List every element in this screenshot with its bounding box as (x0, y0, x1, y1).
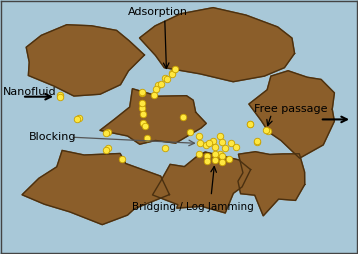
Text: Adsorption: Adsorption (127, 7, 188, 17)
Point (103, 148, 109, 152)
Point (222, 147, 228, 151)
Polygon shape (249, 71, 334, 158)
Point (204, 159, 210, 163)
Point (203, 143, 209, 147)
Polygon shape (26, 25, 144, 96)
Point (210, 139, 216, 143)
Point (139, 106, 144, 110)
Point (158, 82, 164, 86)
Point (57, 93, 62, 98)
Point (217, 134, 223, 138)
Polygon shape (22, 150, 169, 225)
Point (139, 90, 144, 94)
Point (247, 122, 253, 126)
Text: Bridging / Log Jamming: Bridging / Log Jamming (132, 202, 254, 212)
Point (226, 156, 232, 161)
Point (142, 124, 148, 128)
Point (140, 121, 146, 125)
Point (255, 139, 260, 143)
Polygon shape (140, 8, 295, 82)
Point (217, 151, 223, 155)
Text: Blocking: Blocking (29, 132, 77, 142)
Point (153, 87, 159, 91)
Point (162, 76, 168, 80)
Text: Free passage: Free passage (254, 104, 327, 114)
Point (247, 122, 253, 126)
Point (105, 147, 111, 151)
Point (169, 72, 175, 76)
Point (233, 145, 239, 149)
Point (144, 136, 150, 140)
Point (219, 140, 225, 144)
Point (173, 67, 178, 71)
Point (119, 156, 125, 161)
Point (164, 77, 169, 81)
Point (212, 158, 218, 162)
Polygon shape (100, 89, 206, 144)
Point (151, 93, 157, 98)
Point (207, 141, 212, 146)
Point (196, 151, 202, 155)
Text: Nanofluid: Nanofluid (3, 87, 56, 97)
Point (57, 95, 62, 99)
Point (198, 141, 203, 146)
Point (196, 134, 202, 138)
Point (255, 140, 260, 144)
Point (219, 154, 225, 158)
Point (219, 160, 225, 164)
Polygon shape (153, 152, 251, 213)
Point (74, 117, 80, 121)
Point (155, 83, 160, 87)
Polygon shape (238, 152, 305, 216)
Point (162, 147, 168, 151)
Point (180, 115, 185, 119)
Point (265, 129, 271, 133)
Point (263, 128, 269, 132)
Point (204, 154, 210, 158)
Point (212, 145, 218, 149)
Point (105, 130, 111, 134)
Point (187, 130, 193, 134)
Point (228, 141, 233, 146)
Point (139, 101, 144, 105)
Point (139, 91, 144, 95)
Point (140, 112, 146, 116)
Point (169, 71, 175, 75)
Point (103, 131, 109, 135)
Point (212, 151, 218, 155)
Point (76, 116, 82, 120)
